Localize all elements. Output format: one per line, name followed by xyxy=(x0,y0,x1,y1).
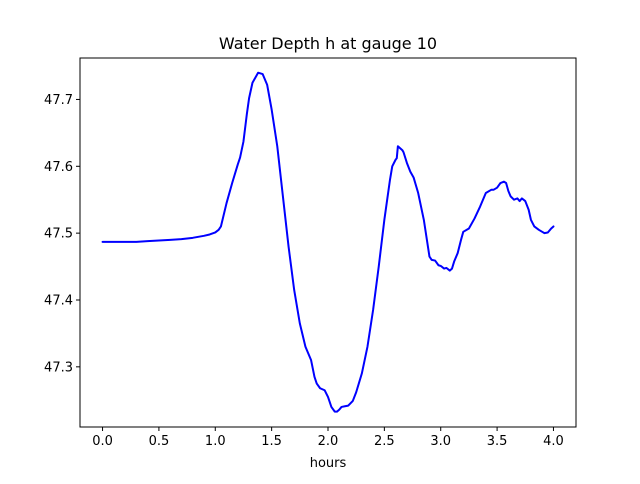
y-tick-label: 47.7 xyxy=(44,93,73,108)
x-tick-label: 0.0 xyxy=(92,434,113,449)
x-tick-label: 4.0 xyxy=(543,434,564,449)
x-tick-label: 0.5 xyxy=(149,434,170,449)
x-tick-label: 1.0 xyxy=(205,434,226,449)
y-tick-label: 47.4 xyxy=(44,293,73,308)
y-tick-label: 47.5 xyxy=(44,227,73,242)
series-line-0 xyxy=(101,71,555,413)
x-tick-label: 2.5 xyxy=(374,434,395,449)
x-tick-label: 3.0 xyxy=(430,434,451,449)
x-axis-label: hours xyxy=(310,456,347,471)
plot-area xyxy=(101,71,555,413)
axes: 0.0 0.5 1.0 1.5 2.0 2.5 3.0 3.5 4.0 47.3 47.4 47.5 4… xyxy=(44,57,577,449)
x-tick-label: 1.5 xyxy=(261,434,282,449)
x-tick-label: 3.5 xyxy=(487,434,508,449)
chart-title: Water Depth h at gauge 10 xyxy=(219,34,437,53)
x-tick-label: 2.0 xyxy=(318,434,339,449)
y-tick-label: 47.6 xyxy=(44,160,73,175)
y-tick-label: 47.3 xyxy=(44,360,73,375)
